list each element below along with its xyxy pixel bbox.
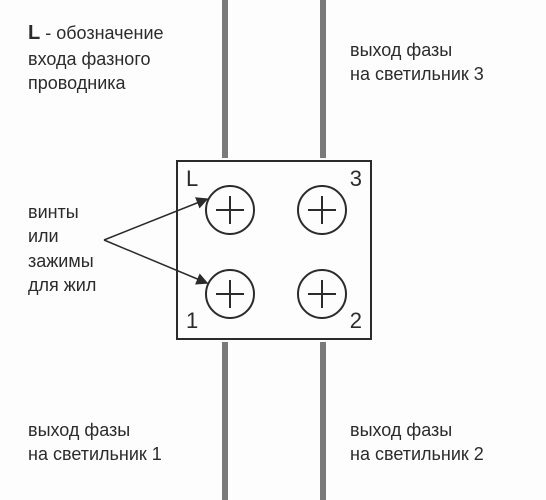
screw-cross-icon	[321, 280, 323, 308]
label-top-right: выход фазы на светильник 3	[350, 38, 484, 87]
terminal-2	[297, 269, 347, 319]
terminal-1	[205, 269, 255, 319]
wire-bot-left	[222, 342, 228, 500]
screw-cross-icon	[229, 196, 231, 224]
screw-cross-icon	[229, 280, 231, 308]
terminal-L	[205, 185, 255, 235]
corner-label-3: 3	[350, 166, 362, 192]
label-bot-left: выход фазы на светильник 1	[28, 418, 162, 467]
corner-label-1: 1	[186, 308, 198, 334]
terminal-3	[297, 185, 347, 235]
wire-bot-right	[320, 342, 326, 500]
label-top-left: L - обозначение входа фазного проводника	[28, 20, 164, 96]
wire-top-left	[222, 0, 228, 158]
corner-label-L: L	[186, 166, 198, 192]
label-L-prefix: L	[28, 22, 40, 44]
switch-box: L 3 1 2	[176, 160, 372, 340]
label-top-left-text: - обозначение входа фазного проводника	[28, 23, 164, 93]
corner-label-2: 2	[350, 308, 362, 334]
label-mid-left: винты или зажимы для жил	[28, 200, 96, 297]
screw-cross-icon	[321, 196, 323, 224]
wire-top-right	[320, 0, 326, 158]
label-bot-right: выход фазы на светильник 2	[350, 418, 484, 467]
